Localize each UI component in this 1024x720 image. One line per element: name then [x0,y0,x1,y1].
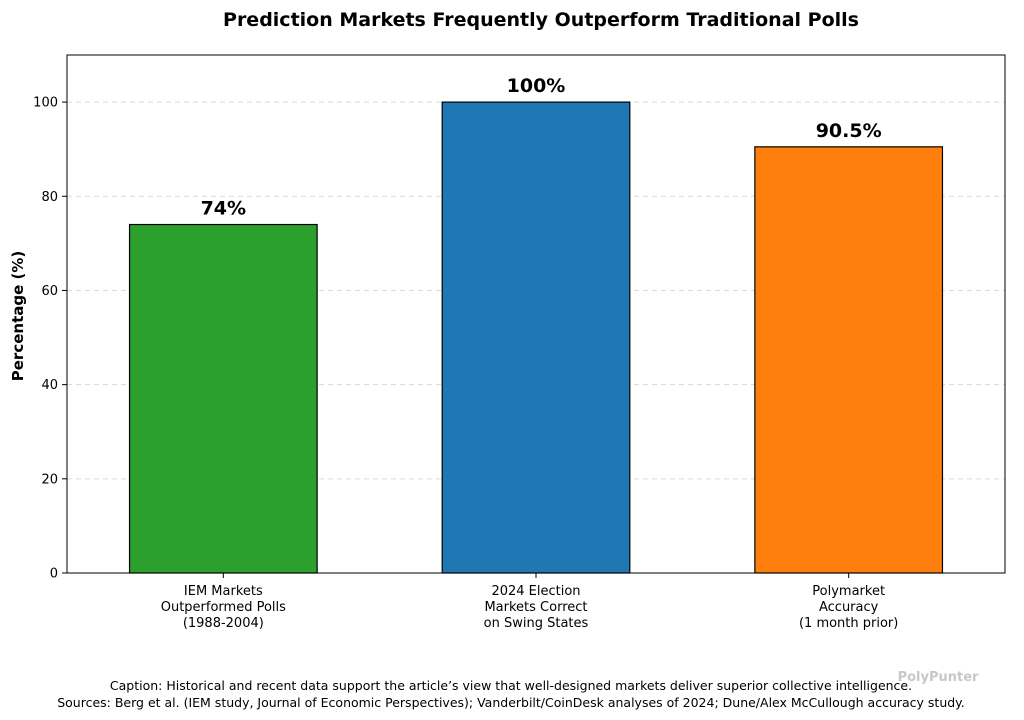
y-tick-label: 100 [33,96,58,111]
x-tick-label: Markets Correct [484,600,587,615]
x-tick-label: on Swing States [484,616,589,631]
bar [128,223,318,574]
y-tick-label: 20 [41,472,58,487]
y-tick-label: 80 [41,190,58,205]
sources-line: Sources: Berg et al. (IEM study, Journal… [57,695,965,710]
y-tick-label: 60 [41,284,58,299]
y-tick-label: 40 [41,378,58,393]
data-labels: 74% 100% 90.5% [201,75,882,219]
y-tick-label: 0 [50,567,58,582]
data-label: 90.5% [816,120,882,142]
y-axis-label: Percentage (%) [9,251,27,381]
x-tick-label: (1988-2004) [183,616,264,631]
y-axis-ticks: 0 20 40 60 80 100 [33,96,67,582]
x-tick-label: IEM Markets [184,584,263,599]
bars [128,101,944,574]
x-tick-label: 2024 Election [491,584,580,599]
data-label: 74% [201,198,246,220]
x-tick-label: Outperformed Polls [161,600,286,615]
chart-title: Prediction Markets Frequently Outperform… [223,9,859,31]
bar [441,101,631,574]
x-tick-label: (1 month prior) [799,616,898,631]
x-tick-label: Accuracy [819,600,879,615]
caption-line: Caption: Historical and recent data supp… [110,678,912,693]
bar [754,146,944,574]
x-tick-label: Polymarket [812,584,885,599]
watermark: PolyPunter [898,670,979,685]
data-label: 100% [507,75,566,97]
